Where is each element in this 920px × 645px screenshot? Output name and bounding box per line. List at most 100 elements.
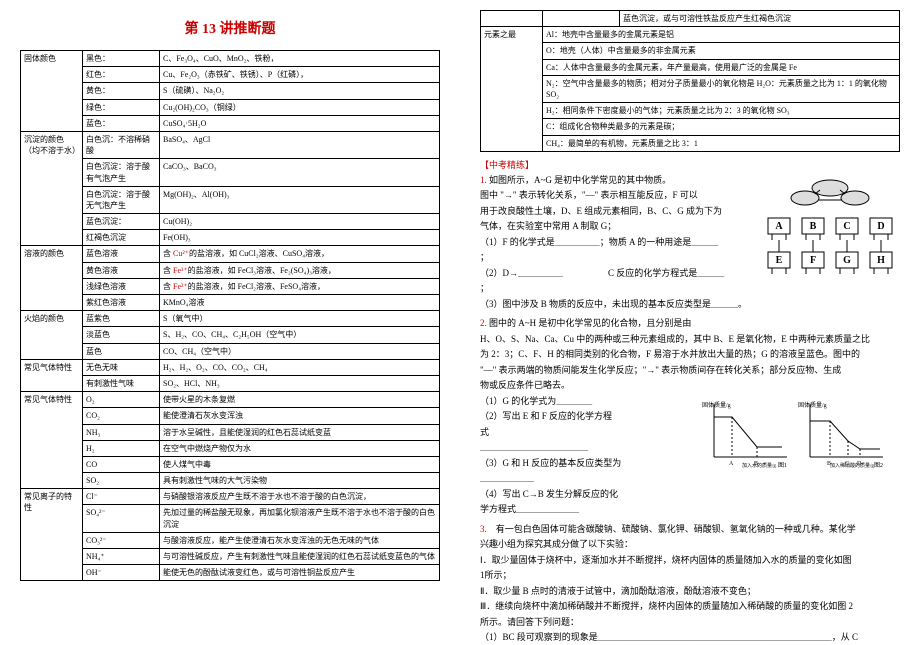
category-cell: 常见气体特性 — [21, 359, 83, 391]
category-cell: 常见离子的特性 — [21, 489, 83, 581]
desc-cell: 先加过量的稀盐酸无现象，再加氯化钡溶液产生既不溶于水也不溶于酸的白色沉淀 — [160, 505, 440, 532]
sub-cell: 黄色溶液 — [83, 262, 160, 278]
desc-cell: 能使澄清石灰水变浑浊 — [160, 408, 440, 424]
page: 第 13 讲推断题 固体颜色黑色：C、Fe₃O₄、CuO、MnO₂、铁粉，红色：… — [0, 0, 920, 637]
svg-text:H: H — [877, 255, 885, 266]
cont-cell: 蓝色沉淀，或与可溶性铁盐反应产生红褐色沉淀 — [620, 11, 900, 27]
sub-cell: CO₃²⁻ — [83, 532, 160, 548]
question-1: ABCD EFGH 1. 如图所示，A~G 是初中化学常见的其中物质。图中 "→… — [480, 174, 900, 314]
chart-2: B C D 固体质量/g 加入稀硝酸的质量/g 图2 — [798, 399, 888, 469]
desc-cell: BaSO₄、AgCl — [160, 131, 440, 158]
sub-cell: NH₃ — [83, 424, 160, 440]
desc-cell: 含 Cu²⁺的盐溶液，如 CuCl₂溶液、CuSO₄溶液， — [160, 246, 440, 262]
sub-cell: 有刺激性气味 — [83, 375, 160, 391]
sub-cell: 红褐色沉淀 — [83, 230, 160, 246]
svg-text:E: E — [776, 255, 783, 266]
text-line: 2. 图中的 A~H 是初中化学常见的化合物，且分别是由 — [480, 317, 900, 331]
text-line: Ⅱ．取少量 B 点时的清液于试管中，滴加酚酞溶液，酚酞溶液不变色； — [480, 585, 900, 599]
desc-cell: CO、CH₄（空气中） — [160, 343, 440, 359]
doc-title: 第 13 讲推断题 — [20, 18, 440, 38]
sub-cell: OH⁻ — [83, 565, 160, 581]
sub-cell: 蓝色沉淀： — [83, 214, 160, 230]
desc-cell: 溶于水呈碱性，且能使湿润的红色石蕊试纸变蓝 — [160, 424, 440, 440]
desc-cell: 含 Fe³⁺的盐溶液，如 FeCl₃溶液、Fe₂(SO₄)₃溶液， — [160, 262, 440, 278]
text-line: 为 2：3；C、F、H 的相同类别的化合物，F 易溶于水并放出大量的热；G 的溶… — [480, 348, 900, 362]
main-table: 固体颜色黑色：C、Fe₃O₄、CuO、MnO₂、铁粉，红色：Cu、Fe₂O₃（赤… — [20, 50, 440, 581]
svg-text:G: G — [843, 255, 851, 266]
desc-cell: H₂、H₂、O₂、CO、CO₂、CH₄ — [160, 359, 440, 375]
text-line: ； — [480, 282, 900, 296]
svg-text:A: A — [729, 461, 734, 467]
sub-cell: SO₂ — [83, 473, 160, 489]
svg-text:加入水的质量/g: 加入水的质量/g — [742, 462, 776, 469]
sub-cell: 淡蓝色 — [83, 327, 160, 343]
desc-cell: 能使无色的酚酞试液变红色，或与可溶性铜盐反应产生 — [160, 565, 440, 581]
top-continuation-table: 蓝色沉淀，或与可溶性铁盐反应产生红褐色沉淀 元素之最Al：地壳中含量最多的金属元… — [480, 10, 900, 152]
desc-cell: Cu、Fe₂O₃（赤铁矿、铁锈）、P（红磷）， — [160, 67, 440, 83]
sub-cell: 蓝色 — [83, 343, 160, 359]
text-line: （3）图中涉及 B 物质的反应中，未出现的基本反应类型是＿＿＿。 — [480, 298, 900, 312]
text-line: "—" 表示两端的物质间能发生化学反应；"→" 表示物质间存在转化关系；部分反应… — [480, 364, 900, 378]
category-cell: 常见气体特性 — [21, 392, 83, 489]
desc-cell: 具有刺激性气味的大气污染物 — [160, 473, 440, 489]
right-column: 蓝色沉淀，或与可溶性铁盐反应产生红褐色沉淀 元素之最Al：地壳中含量最多的金属元… — [460, 0, 920, 637]
sub-cell: 红色： — [83, 67, 160, 83]
desc-cell: Cu(OH)₂ — [160, 214, 440, 230]
category-cell: 溶液的颜色 — [21, 246, 83, 311]
element-row: C：组成化合物种类最多的元素是碳； — [543, 119, 900, 135]
element-row: CH₄：最简单的有机物，元素质量之比 3：1 — [543, 135, 900, 151]
desc-cell: SO₂、HCl、NH₃ — [160, 375, 440, 391]
svg-text:A: A — [775, 221, 783, 232]
sub-cell: 黑色： — [83, 51, 160, 67]
desc-cell: 使带火星的木条复燃 — [160, 392, 440, 408]
category-cell: 固体颜色 — [21, 51, 83, 132]
sub-cell: 浅绿色溶液 — [83, 278, 160, 294]
chart-1: A B 固体质量/g 加入水的质量/g 图1 — [702, 399, 792, 469]
sub-cell: O₂ — [83, 392, 160, 408]
sub-cell: 蓝色溶液 — [83, 246, 160, 262]
sub-cell: 白色沉淀：溶于酸无气泡产生 — [83, 186, 160, 213]
text-line: 1所示； — [480, 569, 900, 583]
text-line: Ⅲ．继续向烧杯中滴加稀硝酸并不断搅拌，烧杯内固体的质量随加入稀硝酸的质量的变化如… — [480, 600, 900, 614]
text-line: 兴趣小组为探究其成分做了以下实验： — [480, 538, 900, 552]
desc-cell: Fe(OH)₃ — [160, 230, 440, 246]
desc-cell: 与酸溶液反应，能产生使澄清石灰水变浑浊的无色无味的气体 — [160, 532, 440, 548]
q2-charts: A B 固体质量/g 加入水的质量/g 图1 — [700, 397, 900, 471]
sub-cell: 绿色： — [83, 99, 160, 115]
desc-cell: CaCO₃、BaCO₃ — [160, 159, 440, 186]
svg-text:D: D — [877, 221, 884, 232]
desc-cell: S、H₂、CO、CH₄、C₂H₅OH（空气中） — [160, 327, 440, 343]
sub-cell: 白色沉：不溶稀硝酸 — [83, 131, 160, 158]
svg-text:加入稀硝酸的质量/g: 加入稀硝酸的质量/g — [830, 462, 874, 469]
sub-cell: SO₄²⁻ — [83, 505, 160, 532]
sub-cell: NH₄⁺ — [83, 549, 160, 565]
text-line: 所示。请回答下列问题： — [480, 616, 900, 630]
desc-cell: S（硫磺）、Na₂O₂ — [160, 83, 440, 99]
svg-text:固体质量/g: 固体质量/g — [798, 401, 827, 409]
text-line: （4）写出 C→B 发生分解反应的化 — [480, 488, 900, 502]
text-line: 学方程式＿＿＿＿＿＿＿ — [480, 503, 900, 517]
svg-text:图2: 图2 — [874, 462, 883, 469]
svg-text:图1: 图1 — [778, 462, 787, 469]
desc-cell: 在空气中燃烧产物仅为水 — [160, 440, 440, 456]
desc-cell: 与硝酸银溶液反应产生既不溶于水也不溶于酸的白色沉淀， — [160, 489, 440, 505]
desc-cell: C、Fe₃O₄、CuO、MnO₂、铁粉， — [160, 51, 440, 67]
question-2: 2. 图中的 A~H 是初中化学常见的化合物，且分别是由H、O、S、Na、Ca、… — [480, 317, 900, 519]
sub-cell: 白色沉淀：溶于酸有气泡产生 — [83, 159, 160, 186]
sub-cell: H₂ — [83, 440, 160, 456]
text-line: 物或反应条件已略去。 — [480, 379, 900, 393]
text-line: （1）BC 段可观察到的现象是＿＿＿＿＿＿＿＿＿＿＿＿＿＿＿＿＿＿＿＿＿＿＿＿＿… — [480, 631, 900, 645]
svg-text:F: F — [810, 255, 816, 266]
desc-cell: Mg(OH)₂、Al(OH)₃ — [160, 186, 440, 213]
desc-cell: Cu₂(OH)₂CO₃（铜绿） — [160, 99, 440, 115]
desc-cell: S（氧气中） — [160, 311, 440, 327]
element-cat-cell: 元素之最 — [481, 27, 543, 152]
sub-cell: 蓝紫色 — [83, 311, 160, 327]
svg-text:B: B — [810, 221, 817, 232]
sub-cell: 蓝色： — [83, 115, 160, 131]
question-3: 3. 有一包白色固体可能含碳酸钠、硫酸钠、氯化钾、硝酸钡、氢氧化钠的一种或几种。… — [480, 523, 900, 645]
left-column: 第 13 讲推断题 固体颜色黑色：C、Fe₃O₄、CuO、MnO₂、铁粉，红色：… — [0, 0, 460, 637]
sub-cell: 无色无味 — [83, 359, 160, 375]
desc-cell: 与可溶性碱反应，产生有刺激性气味且能使湿润的红色石蕊试纸变蓝色的气体 — [160, 549, 440, 565]
element-row: Ca：人体中含量最多的金属元素，年产量最高，使用最广泛的金属是 Fe — [543, 59, 900, 75]
